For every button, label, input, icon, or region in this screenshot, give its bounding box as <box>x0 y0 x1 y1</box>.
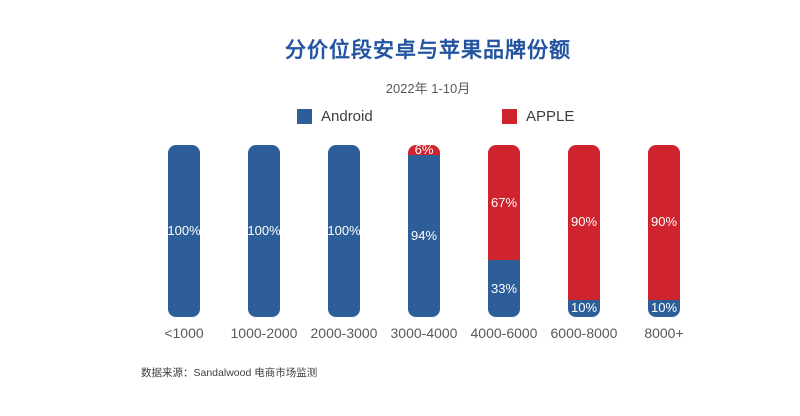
android-value-label: 94% <box>410 228 438 244</box>
apple-legend-label: APPLE <box>526 108 575 125</box>
data-source-note: 数据来源：Sandalwood 电商市场监测 <box>141 367 318 379</box>
android-legend-swatch-icon <box>297 109 312 124</box>
apple-value-label: 90% <box>650 214 678 230</box>
x-axis-label: 3000-4000 <box>390 325 458 341</box>
android-segment: 100% <box>168 145 200 317</box>
chart-title: 分价位段安卓与苹果品牌份额 <box>285 39 571 62</box>
android-value-label: 100% <box>168 223 200 238</box>
bar-column: 100% <1000 <box>144 145 224 345</box>
android-segment: 94% <box>408 155 440 317</box>
bar-column: 90% 10% 8000+ <box>624 145 704 345</box>
bar-column: 100% 1000-2000 <box>224 145 304 345</box>
bar-column: 100% 2000-3000 <box>304 145 384 345</box>
bar-column: 6% 94% 3000-4000 <box>384 145 464 345</box>
android-segment: 10% <box>648 299 680 317</box>
x-axis-label: 2000-3000 <box>310 325 378 341</box>
android-legend-label: Android <box>321 108 373 125</box>
apple-segment: 90% <box>568 145 600 300</box>
x-axis-label: <1000 <box>164 325 204 341</box>
apple-value-label: 67% <box>490 194 518 210</box>
legend-item-apple: APPLE <box>502 108 574 125</box>
stacked-bar: 100% <box>168 145 200 317</box>
android-value-label: 100% <box>248 223 280 238</box>
apple-value-label: 90% <box>570 214 598 230</box>
stacked-bar: 67% 33% <box>488 145 520 317</box>
apple-value-label: 6% <box>414 145 434 158</box>
apple-segment: 67% <box>488 145 520 261</box>
android-value-label: 10% <box>650 300 678 316</box>
android-value-label: 10% <box>570 300 598 316</box>
stacked-bar: 100% <box>328 145 360 317</box>
apple-legend-swatch-icon <box>502 109 517 124</box>
apple-segment: 6% <box>408 145 440 158</box>
stacked-bar: 100% <box>248 145 280 317</box>
stacked-bar: 90% 10% <box>568 145 600 317</box>
android-segment: 100% <box>248 145 280 317</box>
bar-column: 67% 33% 4000-6000 <box>464 145 544 345</box>
chart-columns: 100% <1000 100% 1000-2000 100% 2000-3000 6% 94%… <box>144 145 704 345</box>
stacked-bar: 6% 94% <box>408 145 440 317</box>
x-axis-label: 8000+ <box>644 325 684 341</box>
chart-subtitle: 2022年 1-10月 <box>385 81 471 96</box>
stacked-bar: 90% 10% <box>648 145 680 317</box>
bar-column: 90% 10% 6000-8000 <box>544 145 624 345</box>
android-value-label: 100% <box>328 223 360 238</box>
x-axis-label: 6000-8000 <box>550 325 618 341</box>
android-segment: 100% <box>328 145 360 317</box>
android-segment: 10% <box>568 299 600 317</box>
x-axis-label: 1000-2000 <box>230 325 298 341</box>
x-axis-label: 4000-6000 <box>470 325 538 341</box>
android-value-label: 33% <box>490 280 518 296</box>
apple-segment: 90% <box>648 145 680 300</box>
legend-item-android: Android <box>297 108 373 125</box>
android-segment: 33% <box>488 260 520 317</box>
